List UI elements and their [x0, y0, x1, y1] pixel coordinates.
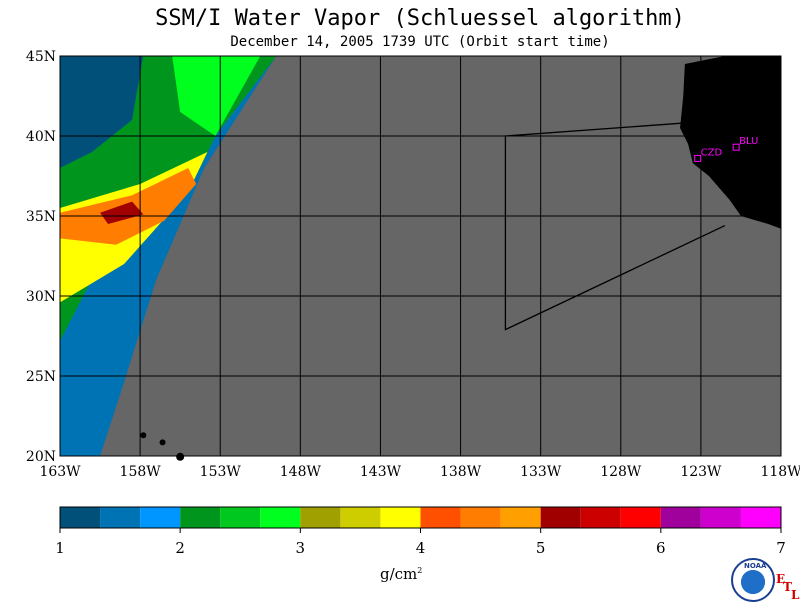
colorbar-segment: [180, 507, 221, 528]
land-north-america: [680, 56, 781, 229]
lon-tick-label: 138W: [440, 464, 482, 480]
lon-tick-label: 143W: [360, 464, 402, 480]
colorbar-segment: [500, 507, 541, 528]
map-frame: [59, 55, 782, 457]
station-label-blu: BLU: [739, 136, 758, 147]
lat-tick-label: 25N: [26, 369, 56, 385]
colorbar-segment: [60, 507, 101, 528]
colorbar-segment: [540, 507, 581, 528]
colorbar-units: g/cm2: [380, 565, 423, 583]
hawaii-island-0: [140, 432, 147, 439]
swath-very-low-vapor: [60, 56, 144, 168]
colorbar-tick-label: 7: [776, 539, 786, 557]
hawaii-island-2: [176, 452, 185, 461]
colorbar-tick-label: 3: [296, 539, 306, 557]
colorbar-tick-label: 6: [656, 539, 666, 557]
swath-bright-green-band: [172, 56, 261, 136]
station-marker-blu: [732, 143, 740, 151]
lat-tick-label: 20N: [26, 449, 56, 465]
lon-tick-label: 128W: [600, 464, 642, 480]
colorbar-segment: [340, 507, 381, 528]
lat-tick-label: 30N: [26, 289, 56, 305]
colorbar-segment: [460, 507, 501, 528]
lon-tick-label: 163W: [39, 464, 81, 480]
domain-outline: [504, 122, 726, 331]
lon-tick-label: 158W: [120, 464, 162, 480]
colorbar-segment: [300, 507, 341, 528]
etl-letter-l: L: [791, 588, 800, 602]
colorbar-tick-label: 4: [416, 539, 426, 557]
colorbar-segment: [260, 507, 301, 528]
colorbar-segment: [580, 507, 621, 528]
colorbar-tick-label: 1: [55, 539, 65, 557]
map-title: SSM/I Water Vapor (Schluessel algorithm): [155, 6, 685, 31]
lat-tick-label: 40N: [26, 129, 56, 145]
noaa-logo-text: NOAA: [744, 562, 767, 570]
lat-tick-label: 35N: [26, 209, 56, 225]
colorbar-segment: [100, 507, 141, 528]
colorbar-segment: [420, 507, 461, 528]
etl-letter-t: T: [783, 580, 792, 594]
station-label-czd: CZD: [701, 147, 723, 158]
colorbar-segment: [220, 507, 261, 528]
colorbar-segment: [740, 507, 781, 528]
lon-tick-label: 133W: [520, 464, 562, 480]
lat-tick-label: 45N: [26, 49, 56, 65]
map-subtitle: December 14, 2005 1739 UTC (Orbit start …: [230, 34, 610, 50]
lon-tick-label: 123W: [680, 464, 722, 480]
station-marker-czd: [694, 154, 702, 162]
colorbar-segment: [380, 507, 421, 528]
colorbar-segment: [620, 507, 661, 528]
colorbar-segment: [140, 507, 181, 528]
hawaii-island-1: [159, 439, 166, 446]
colorbar-segment: [700, 507, 741, 528]
colorbar-tick-label: 2: [175, 539, 185, 557]
lon-tick-label: 153W: [200, 464, 242, 480]
colorbar-segment: [660, 507, 701, 528]
swath-dark-red-core: [100, 201, 144, 224]
lon-tick-label: 148W: [280, 464, 322, 480]
lon-tick-label: 118W: [760, 464, 800, 480]
etl-letter-e: E: [776, 572, 786, 586]
colorbar-tick-label: 5: [536, 539, 546, 557]
